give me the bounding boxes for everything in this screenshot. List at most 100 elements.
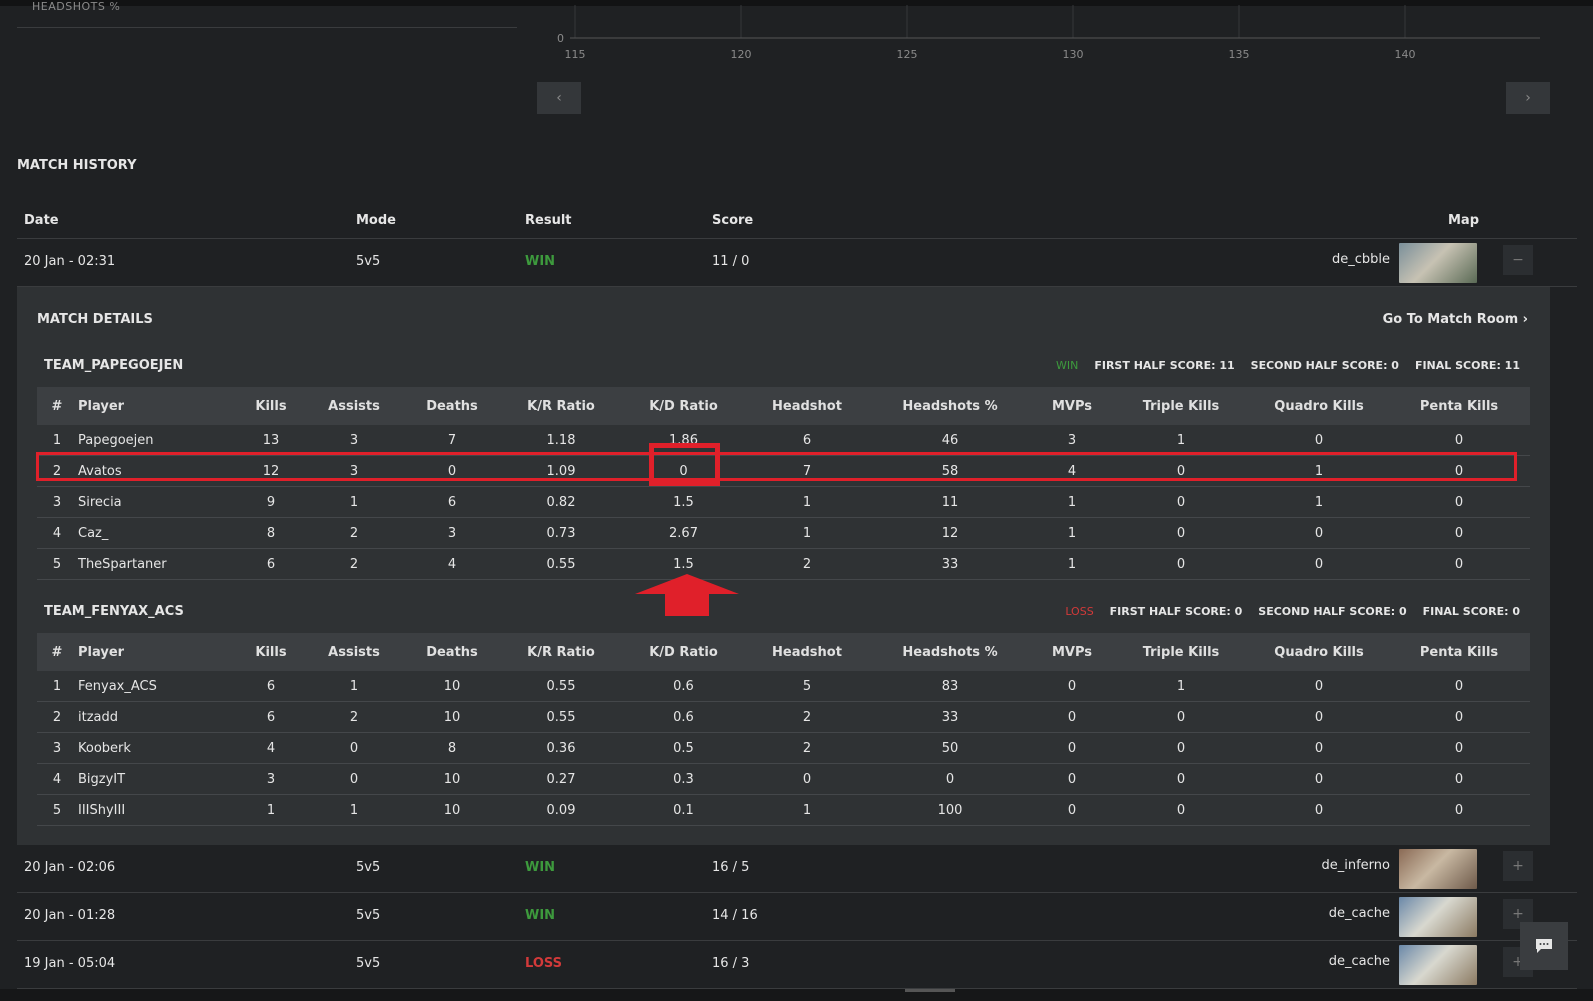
stat-cell: 13	[237, 425, 305, 456]
stat-cell: 6	[237, 701, 305, 733]
col-date: Date	[24, 213, 59, 228]
match-result: WIN	[525, 254, 556, 269]
stat-cell: 0	[1388, 548, 1530, 580]
stat-cell: 2	[305, 517, 403, 549]
stats-col-header: #	[37, 633, 77, 671]
stat-cell: 1	[746, 486, 868, 518]
stats-col-header: #	[37, 387, 77, 425]
match-result: LOSS	[525, 956, 563, 971]
match-mode: 5v5	[356, 908, 381, 923]
col-result: Result	[525, 213, 572, 228]
stat-cell: 50	[868, 732, 1032, 764]
horizontal-scrollbar[interactable]	[0, 989, 1593, 1001]
team-stats-table: # Player Kills Assists Deaths K/R Ratio K/D Ra…	[37, 387, 1530, 580]
match-history-row[interactable]: 19 Jan - 05:04 5v5 LOSS 16 / 3 de_cache …	[17, 941, 1577, 989]
stat-cell: 0	[1388, 701, 1530, 733]
team-scores: LOSS FIRST HALF SCORE: 0 SECOND HALF SCO…	[1065, 605, 1520, 618]
match-history-row[interactable]: 20 Jan - 02:06 5v5 WIN 16 / 5 de_inferno…	[17, 845, 1577, 893]
stat-cell: 11	[868, 486, 1032, 518]
chat-button[interactable]	[1520, 922, 1568, 970]
stat-cell: 0.55	[501, 671, 621, 702]
stat-cell: 0	[1112, 548, 1250, 580]
stat-cell: 10	[403, 794, 501, 826]
stat-cell: 8	[237, 517, 305, 549]
stat-cell: 0.55	[501, 701, 621, 733]
stats-header-row: # Player Kills Assists Deaths K/R Ratio K/D Ra…	[37, 633, 1530, 671]
stat-cell: 0	[1388, 763, 1530, 795]
second-half-score: SECOND HALF SCORE: 0	[1250, 359, 1399, 372]
stat-cell: 83	[868, 671, 1032, 702]
second-half-score: SECOND HALF SCORE: 0	[1258, 605, 1407, 618]
stats-col-header: Assists	[305, 387, 403, 425]
stat-cell: 6	[403, 486, 501, 518]
stat-cell: 33	[868, 548, 1032, 580]
player-row: 2 Avatos 12 3 0 1.09 0 7 58 4 0 1 0	[37, 455, 1530, 487]
stat-cell: 3	[37, 732, 77, 764]
stats-col-header: Penta Kills	[1388, 633, 1530, 671]
stats-col-header: K/R Ratio	[501, 633, 621, 671]
stat-cell: 8	[403, 732, 501, 764]
stat-cell: 0.73	[501, 517, 621, 549]
stat-cell: 0	[1112, 732, 1250, 764]
stat-cell: Kooberk	[77, 732, 237, 764]
up-arrow-annotation	[635, 574, 739, 616]
stat-cell: 0	[1388, 425, 1530, 456]
stat-cell: 0	[1032, 732, 1112, 764]
expand-toggle-button[interactable]: −	[1503, 245, 1533, 275]
stat-cell: 0	[1388, 794, 1530, 826]
stat-cell: 5	[746, 671, 868, 702]
stat-cell: 7	[746, 455, 868, 487]
stat-cell: 3	[403, 517, 501, 549]
stat-cell: 12	[868, 517, 1032, 549]
stats-col-header: Headshots %	[868, 387, 1032, 425]
stat-cell: Fenyax_ACS	[77, 671, 237, 702]
expand-toggle-button[interactable]: +	[1503, 851, 1533, 881]
stat-cell: 0.5	[621, 732, 746, 764]
match-history-row[interactable]: 20 Jan - 01:28 5v5 WIN 14 / 16 de_cache …	[17, 893, 1577, 941]
stats-header-row: # Player Kills Assists Deaths K/R Ratio K/D Ra…	[37, 387, 1530, 425]
stat-cell: 100	[868, 794, 1032, 826]
stat-cell: 0.36	[501, 732, 621, 764]
final-score: FINAL SCORE: 0	[1422, 605, 1520, 618]
stat-cell: 1	[1112, 671, 1250, 702]
chart-next-button[interactable]: ›	[1506, 82, 1550, 114]
match-score: 16 / 5	[712, 860, 750, 875]
player-row: 1 Fenyax_ACS 6 1 10 0.55 0.6 5 83 0 1 0 0	[37, 671, 1530, 702]
match-mode: 5v5	[356, 956, 381, 971]
x-tick-label: 120	[731, 48, 752, 61]
stats-col-header: Triple Kills	[1112, 387, 1250, 425]
stat-cell: 1	[1032, 548, 1112, 580]
stats-col-header: MVPs	[1032, 633, 1112, 671]
stat-cell: 5	[37, 548, 77, 580]
match-date: 19 Jan - 05:04	[24, 956, 116, 971]
x-tick-label: 130	[1063, 48, 1084, 61]
stat-cell: 4	[1032, 455, 1112, 487]
stat-cell: 2	[37, 701, 77, 733]
scrollbar-thumb[interactable]	[905, 989, 955, 992]
team-scores: WIN FIRST HALF SCORE: 11 SECOND HALF SCO…	[1056, 359, 1520, 372]
stats-col-header: Headshot	[746, 633, 868, 671]
stat-cell: 12	[237, 455, 305, 487]
go-to-match-room-link[interactable]: Go To Match Room ›	[1382, 312, 1528, 327]
stat-cell: 4	[403, 548, 501, 580]
chart-prev-button[interactable]: ‹	[537, 82, 581, 114]
stat-cell: 6	[237, 671, 305, 702]
stat-cell: 3	[305, 455, 403, 487]
stat-cell: 3	[37, 486, 77, 518]
match-history-row[interactable]: 20 Jan - 02:31 5v5 WIN 11 / 0 de_cbble −	[17, 239, 1577, 287]
stat-cell: 6	[746, 425, 868, 456]
top-bar	[0, 0, 1593, 6]
stats-col-header: Deaths	[403, 633, 501, 671]
match-result: WIN	[525, 860, 556, 875]
stat-cell: Avatos	[77, 455, 237, 487]
stats-col-header: K/D Ratio	[621, 633, 746, 671]
stat-cell: 0	[621, 455, 746, 487]
stat-cell: 4	[37, 517, 77, 549]
stat-cell: 0	[1250, 701, 1388, 733]
stat-cell: 1	[1250, 455, 1388, 487]
stat-cell: 1	[1112, 425, 1250, 456]
map-thumbnail	[1399, 243, 1477, 283]
stat-cell: 0	[1388, 455, 1530, 487]
first-half-score: FIRST HALF SCORE: 0	[1109, 605, 1243, 618]
stat-cell: 0	[1112, 517, 1250, 549]
